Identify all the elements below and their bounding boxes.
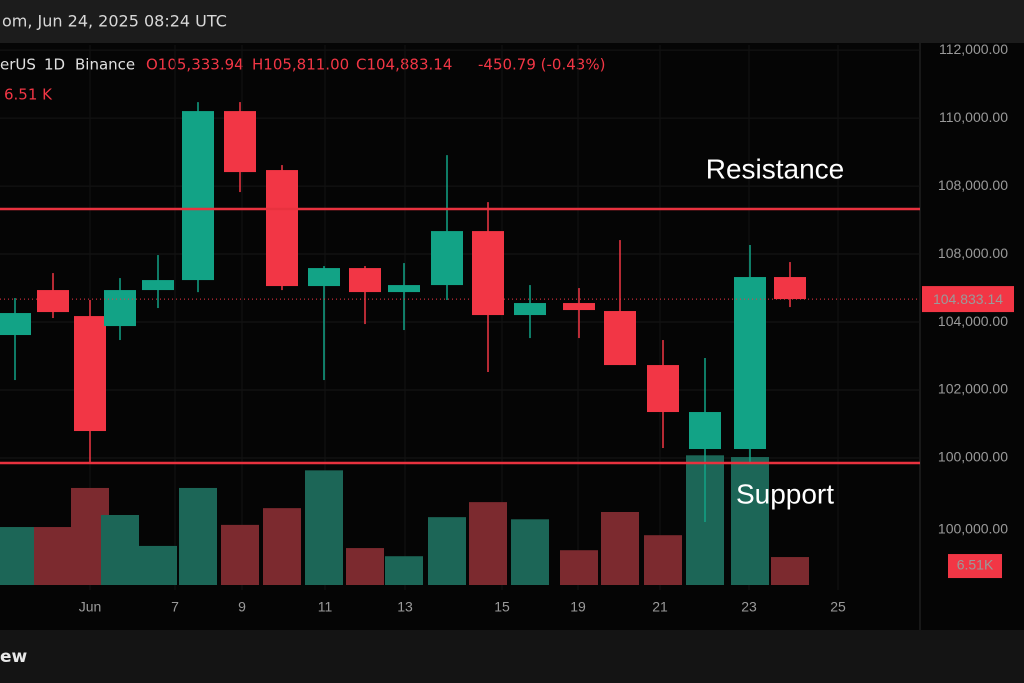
y-tick-label: 108,000.00 — [938, 177, 1008, 193]
top-bar — [0, 0, 1024, 43]
volume-bar — [731, 457, 769, 585]
ohlc-close: C104,883.14 — [356, 56, 452, 74]
volume-bar — [179, 487, 217, 585]
candle-body — [604, 311, 636, 366]
y-tick-label: 102,000.00 — [938, 381, 1008, 397]
candle-body — [182, 111, 214, 281]
candle-body — [388, 285, 420, 293]
x-tick-label: Jun — [79, 599, 102, 615]
interval: 1D — [44, 56, 65, 74]
volume-bar — [263, 508, 301, 585]
candle-body — [74, 316, 106, 432]
volume-tick-label: 100,000.00 — [938, 521, 1008, 537]
y-tick-label: 108,000.00 — [938, 245, 1008, 261]
candle-body — [774, 277, 806, 300]
volume-bar — [305, 470, 343, 585]
volume-bar — [644, 535, 682, 585]
candle-body — [308, 268, 340, 287]
x-tick-label: 11 — [318, 599, 333, 615]
brand: ew — [0, 647, 28, 667]
volume-bar — [139, 545, 177, 585]
x-tick-label: 13 — [397, 599, 413, 615]
candle-body — [224, 111, 256, 173]
y-tick-label: 112,000.00 — [939, 41, 1008, 57]
x-tick-label: 7 — [171, 599, 179, 615]
x-tick-label: 21 — [652, 599, 668, 615]
x-tick-label: 19 — [570, 599, 586, 615]
candle-body — [104, 290, 136, 327]
candle-body — [266, 170, 298, 287]
volume-bar — [560, 550, 598, 585]
ohlc-open: O105,333.94 — [146, 56, 244, 74]
volume-bar — [346, 548, 384, 585]
last-price-badge — [922, 286, 1014, 313]
x-tick-label: 25 — [830, 599, 846, 615]
support-label: Support — [736, 478, 834, 509]
candle-body — [689, 412, 721, 450]
exchange: Binance — [75, 56, 135, 74]
volume-bar — [385, 556, 423, 585]
volume-bar — [469, 502, 507, 585]
y-tick-label: 104,000.00 — [938, 313, 1008, 329]
x-tick-label: 9 — [238, 599, 246, 615]
volume-legend: 6.51 K — [4, 86, 53, 104]
volume-bar — [601, 512, 639, 585]
change: -450.79 (-0.43%) — [478, 56, 605, 74]
candle-body — [349, 268, 381, 293]
x-tick-label: 15 — [494, 599, 510, 615]
volume-bar — [221, 524, 259, 585]
volume-badge-label: 6.51K — [957, 557, 994, 573]
candle-body — [431, 231, 463, 286]
volume-bar — [771, 557, 809, 585]
candle-body — [37, 290, 69, 313]
volume-badge — [948, 554, 1002, 579]
volume-bar — [511, 519, 549, 585]
candle-body — [563, 303, 595, 311]
y-tick-label: 100,000.00 — [938, 449, 1008, 465]
volume-bar — [428, 517, 466, 585]
bottom-bar — [0, 630, 1024, 683]
ohlc-high: H105,811.00 — [252, 56, 349, 74]
symbol: erUS — [0, 56, 36, 74]
last-price-label: 104.833.14 — [933, 291, 1003, 307]
volume-bar — [34, 527, 72, 585]
candle-body — [0, 313, 31, 336]
resistance-label: Resistance — [706, 153, 845, 184]
candle-body — [514, 303, 546, 316]
candle-body — [142, 280, 174, 291]
candle-body — [472, 231, 504, 316]
volume-bar — [101, 515, 139, 585]
volume-bar — [0, 527, 34, 585]
candle-body — [647, 365, 679, 413]
candle-body — [734, 277, 766, 450]
timestamp: om, Jun 24, 2025 08:24 UTC — [2, 12, 227, 31]
x-tick-label: 23 — [741, 599, 757, 615]
y-tick-label: 110,000.00 — [939, 109, 1008, 125]
